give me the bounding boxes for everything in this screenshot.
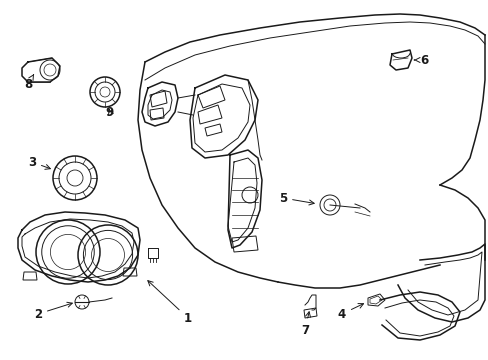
Text: 3: 3 <box>28 156 50 169</box>
Text: 8: 8 <box>24 75 34 90</box>
Text: 6: 6 <box>413 54 427 67</box>
Text: 4: 4 <box>337 303 363 320</box>
Text: 5: 5 <box>278 192 314 205</box>
Text: 9: 9 <box>106 105 114 118</box>
Text: 7: 7 <box>300 312 310 337</box>
Text: 1: 1 <box>147 281 192 324</box>
Text: 2: 2 <box>34 302 72 320</box>
